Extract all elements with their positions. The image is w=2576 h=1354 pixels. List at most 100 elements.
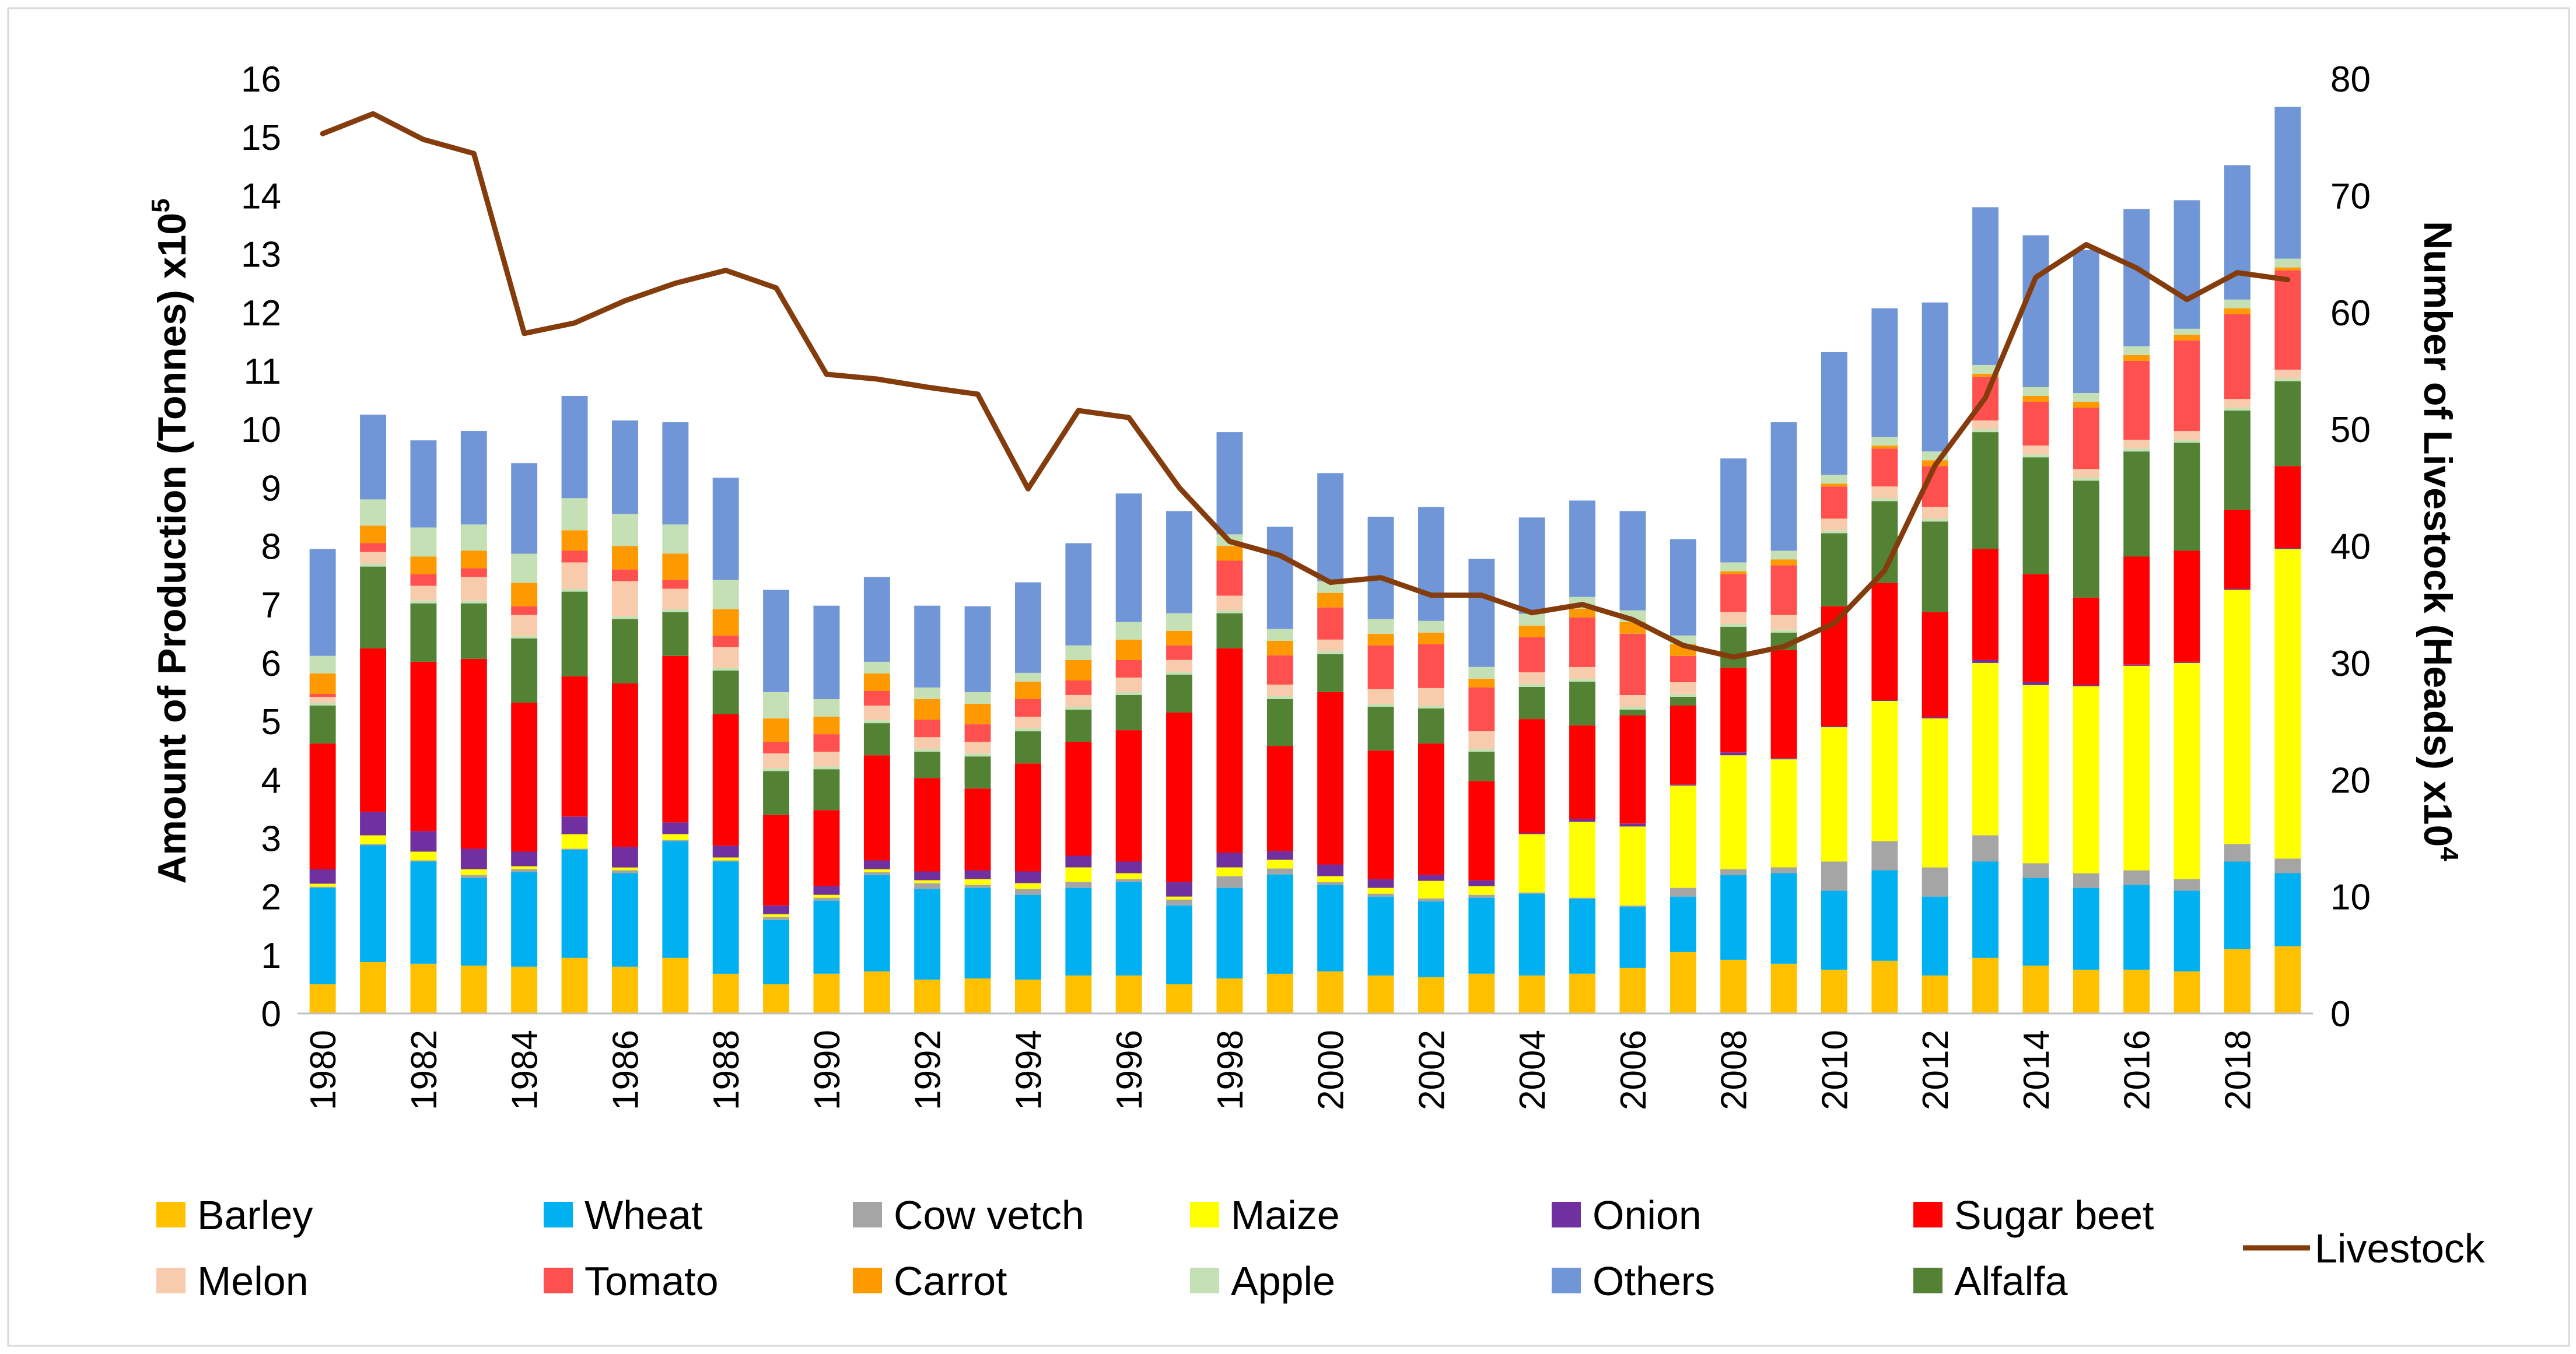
bar-melon-1997 [1166, 660, 1192, 672]
bar-apple-1998 [1216, 610, 1243, 613]
bar-tomato-2019 [2274, 270, 2301, 370]
legend-swatch [156, 1268, 186, 1293]
bar-maize-2004 [1518, 834, 1545, 893]
bar-others-1989 [763, 590, 789, 692]
legend-swatch [1552, 1202, 1581, 1227]
bar-maize-1983 [460, 869, 487, 875]
bar-carrot-1988 [712, 609, 739, 636]
left-tick-label: 12 [241, 293, 281, 334]
bar-onion-1998 [1216, 853, 1243, 868]
bar-stack-2002 [1418, 507, 1444, 1013]
bar-maize-1996 [1115, 873, 1142, 879]
bar-sugar-beet-1999 [1266, 746, 1293, 851]
x-tick-label: 2008 [1714, 1030, 1755, 1110]
bar-barley-1991 [863, 971, 890, 1013]
bar-wheat-1993 [964, 888, 991, 978]
bar-apple-1994 [1015, 672, 1041, 682]
bar-melon-2007 [1670, 682, 1696, 694]
legend-swatch [156, 1202, 186, 1227]
bar-tomato-1987 [662, 580, 689, 589]
bar-apple-2018 [2224, 299, 2250, 308]
bar-cow-vetch-1984 [511, 869, 538, 872]
bar-stack-1995 [1065, 543, 1092, 1013]
bar-onion-2011 [1871, 700, 1898, 701]
bar-carrot-1987 [662, 553, 689, 580]
bar-carrot-2004 [1518, 625, 1545, 637]
bar-maize-1989 [763, 914, 789, 917]
left-axis-title-base: Amount of Production (Tonnes) x10 [150, 213, 194, 884]
x-tick-label: 1990 [807, 1030, 848, 1110]
bar-barley-1984 [511, 966, 538, 1013]
bar-apple-1992 [914, 749, 941, 752]
line-livestock [320, 111, 2291, 660]
bar-apple-1981 [360, 499, 386, 526]
bar-maize-2003 [1468, 886, 1495, 895]
bar-apple-2008 [1720, 562, 1747, 571]
bar-apple-2019 [2274, 258, 2301, 268]
bar-cow-vetch-1996 [1115, 879, 1142, 882]
bar-melon-1981 [360, 552, 386, 564]
bar-others-1993 [964, 606, 991, 692]
bar-tomato-1991 [863, 691, 890, 706]
bar-stack-2015 [2073, 250, 2099, 1013]
bar-sugar-beet-2005 [1569, 725, 1595, 819]
bar-wheat-2014 [2022, 878, 2049, 966]
legend-swatch [853, 1268, 882, 1293]
bar-carrot-1984 [511, 583, 538, 606]
bar-melon-1994 [1015, 717, 1041, 728]
bar-apple-2013 [1972, 364, 1999, 374]
right-tick-label: 50 [2330, 410, 2371, 450]
bar-barley-1983 [460, 965, 487, 1013]
bar-cow-vetch-2012 [1922, 867, 1948, 897]
bar-melon-1992 [914, 737, 941, 749]
bar-others-1996 [1115, 493, 1142, 622]
bar-melon-2001 [1367, 689, 1394, 704]
left-tick-label: 2 [261, 878, 281, 918]
bar-melon-2005 [1569, 667, 1595, 679]
bar-melon-1987 [662, 588, 689, 609]
bar-onion-2009 [1770, 758, 1797, 760]
x-tick-label: 2014 [2017, 1030, 2057, 1110]
bar-cow-vetch-2004 [1518, 892, 1545, 894]
bar-apple-2012 [1922, 518, 1948, 522]
bar-maize-1984 [511, 866, 538, 869]
bar-others-2003 [1468, 559, 1495, 667]
legend-label: Onion [1592, 1192, 1702, 1238]
bar-wheat-1987 [662, 841, 689, 958]
bar-barley-2008 [1720, 959, 1747, 1013]
bar-alfalfa-2000 [1317, 654, 1344, 692]
bar-cow-vetch-2013 [1972, 835, 1999, 862]
bar-apple-2008 [1720, 623, 1747, 627]
bar-onion-1995 [1065, 855, 1092, 868]
bar-alfalfa-1984 [511, 638, 538, 703]
legend-swatch [1913, 1268, 1943, 1293]
bar-alfalfa-1990 [813, 769, 840, 811]
bar-onion-1985 [561, 816, 588, 834]
bar-barley-1992 [914, 979, 941, 1013]
left-tick-label: 7 [261, 585, 281, 626]
bar-others-1998 [1216, 432, 1243, 535]
bar-wheat-2002 [1418, 901, 1444, 977]
bar-others-1995 [1065, 543, 1092, 646]
bar-wheat-1997 [1166, 905, 1192, 984]
bar-apple-1994 [1015, 728, 1041, 732]
bar-melon-1998 [1216, 595, 1243, 611]
bar-carrot-2001 [1367, 633, 1394, 646]
bar-maize-1997 [1166, 896, 1192, 900]
bar-tomato-1995 [1065, 680, 1092, 695]
bar-alfalfa-1982 [410, 603, 437, 662]
bar-melon-2000 [1317, 639, 1344, 651]
x-tick-label: 1992 [908, 1030, 949, 1110]
bar-wheat-1995 [1065, 888, 1092, 976]
bar-maize-2011 [1871, 701, 1898, 841]
legend-label: Cow vetch [894, 1192, 1084, 1238]
bar-stack-1989 [763, 590, 789, 1013]
bar-melon-1993 [964, 742, 991, 754]
bar-carrot-1982 [410, 556, 437, 574]
bar-melon-2008 [1720, 612, 1747, 624]
legend-swatch [1190, 1268, 1219, 1293]
left-tick-label: 14 [241, 176, 281, 216]
left-axis-title: Amount of Production (Tonnes) x105 [146, 198, 194, 883]
bar-maize-2018 [2224, 590, 2250, 844]
